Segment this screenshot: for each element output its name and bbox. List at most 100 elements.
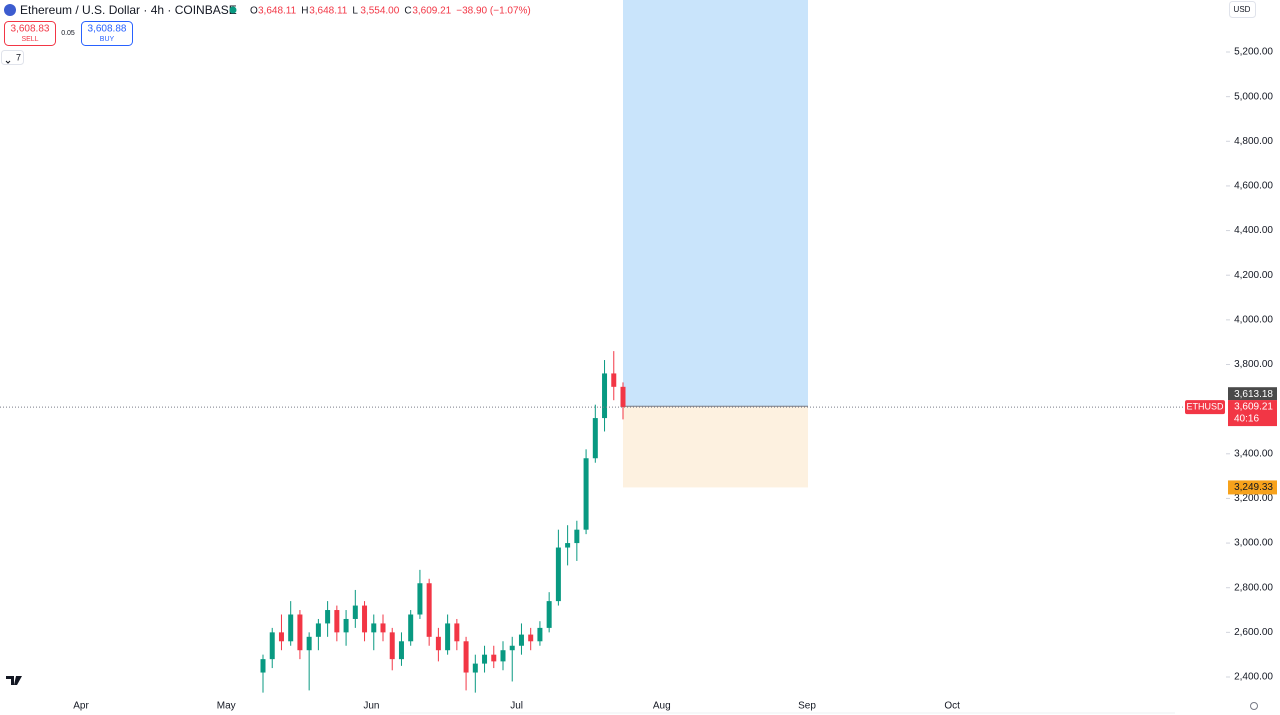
ohlc-key: C bbox=[404, 6, 411, 17]
entry-label-bg bbox=[1228, 387, 1277, 401]
candle-body bbox=[380, 623, 386, 633]
currency: USD bbox=[1234, 5, 1251, 14]
coin-icon bbox=[4, 4, 16, 16]
y-tick-label: 4,600.00 bbox=[1234, 181, 1273, 192]
spread: 0.05 bbox=[61, 30, 75, 37]
candle-body bbox=[371, 623, 377, 633]
x-tick-label: Sep bbox=[798, 701, 816, 712]
stop-zone bbox=[623, 406, 808, 488]
ohlc-value: 3,648.11 bbox=[258, 6, 297, 17]
ohlc-key: L bbox=[352, 6, 358, 17]
countdown: 40:16 bbox=[1234, 414, 1259, 425]
candle-body bbox=[537, 627, 543, 642]
ohlc-value: 3,648.11 bbox=[309, 6, 348, 17]
sell-label: SELL bbox=[21, 36, 38, 43]
candle-body bbox=[518, 634, 524, 646]
settings-icon[interactable] bbox=[1250, 702, 1258, 710]
x-tick-label: Aug bbox=[653, 701, 671, 712]
candle-body bbox=[315, 623, 321, 637]
candle-body bbox=[389, 632, 395, 660]
indicator-count: 7 bbox=[16, 52, 21, 62]
candle-body bbox=[602, 373, 608, 419]
candle-body bbox=[408, 614, 414, 642]
candle-body bbox=[398, 641, 404, 660]
title: Ethereum / U.S. Dollar · 4h · COINBASE bbox=[20, 3, 237, 17]
y-tick-label: 2,400.00 bbox=[1234, 672, 1273, 683]
candle-body bbox=[482, 654, 488, 664]
x-tick-label: May bbox=[217, 701, 236, 712]
candle-body bbox=[362, 605, 368, 633]
last-price-bg bbox=[1228, 400, 1277, 427]
candle-body bbox=[260, 659, 266, 673]
y-tick-label: 3,000.00 bbox=[1234, 538, 1273, 549]
entry-label: 3,613.18 bbox=[1234, 389, 1273, 400]
candle-body bbox=[269, 632, 275, 660]
x-tick-label: Oct bbox=[944, 701, 960, 712]
candle-body bbox=[463, 641, 469, 673]
candle-body bbox=[417, 583, 423, 615]
y-tick-label: 2,600.00 bbox=[1234, 627, 1273, 638]
y-tick-label: 3,800.00 bbox=[1234, 359, 1273, 370]
ohlc-key: H bbox=[301, 6, 308, 17]
candle-body bbox=[278, 632, 284, 642]
indicators-toggle[interactable] bbox=[1, 50, 24, 65]
candle-body bbox=[343, 618, 349, 633]
candle-body bbox=[592, 418, 598, 459]
x-tick-label: Apr bbox=[73, 701, 89, 712]
candle-body bbox=[306, 636, 312, 651]
candle-body bbox=[528, 634, 534, 642]
target-zone bbox=[623, 0, 808, 407]
candle-body bbox=[574, 529, 580, 544]
x-tick-label: Jun bbox=[363, 701, 379, 712]
change: −38.90 (−1.07%) bbox=[456, 6, 531, 17]
sell-button[interactable] bbox=[4, 21, 56, 46]
status-dot bbox=[229, 6, 237, 14]
candle-body bbox=[426, 583, 432, 637]
ohlc-value: 3,609.21 bbox=[412, 6, 451, 17]
y-tick-label: 4,000.00 bbox=[1234, 314, 1273, 325]
candle-body bbox=[435, 636, 441, 651]
last-price-label: 3,609.21 bbox=[1234, 402, 1273, 413]
candle-body bbox=[288, 614, 294, 642]
stop-label: 3,249.33 bbox=[1234, 482, 1273, 493]
candle-body bbox=[583, 458, 589, 530]
x-tick-label: Jul bbox=[510, 701, 523, 712]
ohlc: O 3,648.11 H 3,648.11 L 3,554.00 C 3,609.21 −38.… bbox=[250, 6, 531, 17]
candle-body bbox=[472, 663, 478, 673]
candle-body bbox=[509, 645, 515, 651]
sell-price: 3,608.83 bbox=[11, 24, 50, 35]
tv-logo bbox=[6, 676, 22, 685]
y-tick-label: 2,800.00 bbox=[1234, 582, 1273, 593]
candle-body bbox=[500, 650, 506, 662]
buy-price: 3,608.88 bbox=[88, 24, 127, 35]
candle-body bbox=[334, 610, 340, 633]
candle-body bbox=[620, 386, 626, 408]
buy-label: BUY bbox=[100, 36, 115, 43]
y-tick-label: 5,000.00 bbox=[1234, 91, 1273, 102]
buy-button[interactable] bbox=[81, 21, 133, 46]
candle-body bbox=[555, 547, 561, 602]
y-tick-label: 4,800.00 bbox=[1234, 136, 1273, 147]
candle-body bbox=[491, 654, 497, 662]
ohlc-key: O bbox=[250, 6, 258, 17]
symbol-label-bg bbox=[1185, 400, 1225, 415]
candle-body bbox=[454, 623, 460, 642]
candle-body bbox=[565, 543, 571, 548]
chevron bbox=[5, 60, 11, 64]
y-tick-label: 3,400.00 bbox=[1234, 448, 1273, 459]
stop-label-bg bbox=[1228, 480, 1277, 495]
currency-button[interactable] bbox=[1229, 1, 1256, 18]
symbol-label: ETHUSD bbox=[1186, 401, 1224, 411]
y-tick-label: 3,200.00 bbox=[1234, 493, 1273, 504]
y-tick-label: 5,200.00 bbox=[1234, 47, 1273, 58]
ohlc-value: 3,554.00 bbox=[360, 6, 399, 17]
candle-body bbox=[297, 614, 303, 651]
candle-body bbox=[611, 373, 617, 387]
candle-body bbox=[445, 623, 451, 651]
candle-body bbox=[546, 601, 552, 628]
candle-body bbox=[352, 605, 358, 619]
y-tick-label: 4,400.00 bbox=[1234, 225, 1273, 236]
candle-body bbox=[325, 610, 331, 624]
y-tick-label: 4,200.00 bbox=[1234, 270, 1273, 281]
